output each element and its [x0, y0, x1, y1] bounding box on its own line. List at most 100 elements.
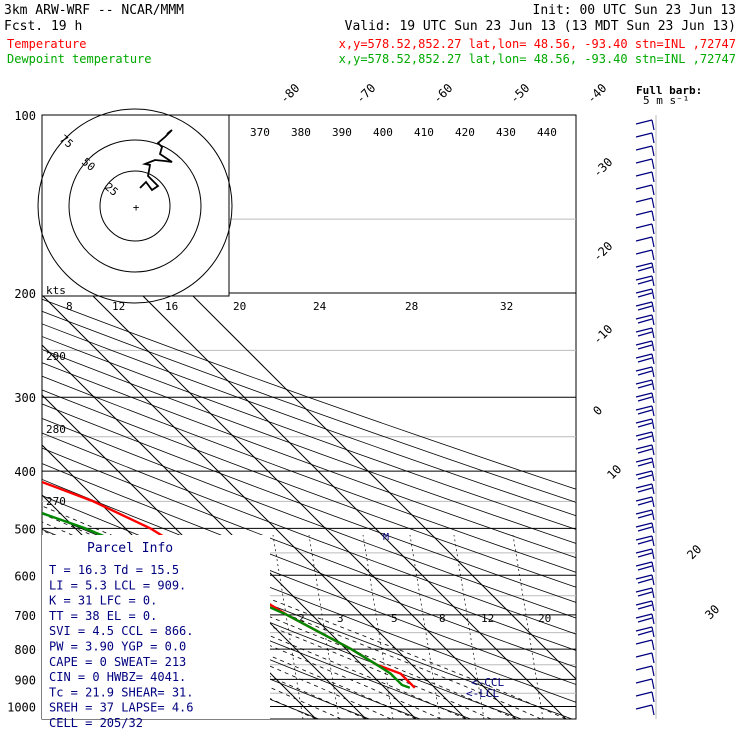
wind-barb — [635, 379, 655, 391]
mixing-ratio-top-label: 28 — [405, 300, 418, 313]
mixing-ratio-line — [409, 534, 441, 719]
wind-barb — [635, 535, 655, 547]
wind-barb-staff — [651, 366, 655, 378]
isotherm-right-label: 30 — [702, 602, 722, 622]
dry-adiabat — [42, 349, 576, 544]
wind-barb — [635, 171, 655, 183]
pressure-tick-label: 200 — [14, 287, 36, 301]
wind-barb-staff — [651, 431, 655, 443]
dry-adiabat — [42, 298, 576, 490]
wind-barb-staff — [651, 665, 655, 677]
wind-barb-flag — [637, 331, 653, 337]
mixing-ratio-top-label: 12 — [112, 300, 125, 313]
wind-barb-flag — [635, 405, 653, 411]
wind-barb-flag — [635, 496, 653, 502]
dry-adiabat — [42, 375, 576, 573]
wind-barb-flag — [637, 487, 653, 493]
isotherm-line — [42, 344, 417, 719]
wind-barb — [635, 366, 655, 378]
pressure-tick-label: 300 — [14, 391, 36, 405]
wind-barb — [635, 691, 655, 703]
parcel-info-row: LI = 5.3 LCL = 909. — [49, 578, 186, 592]
lcl-marker: <-LCL — [466, 687, 499, 700]
wind-barb-flag — [637, 513, 653, 519]
isotherm-right-label: 20 — [684, 542, 704, 562]
isotherm-top-label: -40 — [584, 81, 609, 106]
isotherm-top-label: -50 — [507, 81, 532, 106]
wind-barb — [635, 678, 655, 690]
parcel-info-row: T = 16.3 Td = 15.5 — [49, 563, 179, 577]
wind-barb-flag — [637, 500, 653, 506]
pressure-tick-label: 900 — [14, 673, 36, 687]
wind-barb-flag — [635, 353, 653, 359]
wind-barb-flag — [637, 591, 653, 597]
wind-barb-flag — [637, 305, 653, 311]
theta-left-label: 290 — [46, 350, 66, 363]
wind-barb — [635, 548, 655, 560]
wind-barb-flag — [635, 340, 653, 346]
wind-barb-flag — [635, 262, 653, 268]
wind-barb-staff — [651, 171, 655, 183]
theta-top-label: 390 — [332, 126, 352, 139]
temperature-legend-label: Temperature — [7, 37, 86, 51]
parcel-info-box: Parcel Info T = 16.3 Td = 15.5LI = 5.3 L… — [42, 535, 270, 730]
wind-barb — [635, 145, 655, 157]
dry-adiabat — [42, 432, 576, 635]
wind-barb-flag — [635, 652, 653, 658]
wind-barb-flag — [637, 578, 653, 584]
wind-barb-flag — [635, 392, 653, 398]
wind-barb-flag — [637, 279, 653, 285]
wind-barb-flag — [635, 535, 653, 541]
wind-barb-flag — [635, 210, 653, 216]
wind-barb-staff — [651, 314, 655, 326]
wind-barb-flag — [635, 249, 653, 255]
wind-barb-staff — [651, 639, 655, 651]
isotherm-top-label: -60 — [430, 81, 455, 106]
wind-barb-flag — [637, 383, 653, 389]
wind-barb — [635, 288, 655, 300]
wind-barb — [635, 470, 655, 482]
wind-barb-flag — [635, 561, 653, 567]
theta-top-label: 400 — [373, 126, 393, 139]
parcel-info-row: SVI = 4.5 CCL = 866. — [49, 624, 194, 638]
mixing-ratio-bottom-label: 8 — [439, 612, 446, 625]
pressure-tick-label: 700 — [14, 609, 36, 623]
wind-barb-staff — [651, 652, 655, 664]
wind-barb — [635, 652, 655, 664]
wind-barb — [635, 561, 655, 573]
pressure-tick-label: 100 — [14, 109, 36, 123]
theta-left-label: 270 — [46, 495, 66, 508]
wind-barb-staff — [651, 613, 655, 625]
mixing-ratio-bottom-label: 3 — [337, 612, 344, 625]
wind-barb — [635, 522, 655, 534]
wind-barb — [635, 249, 655, 261]
theta-top-label: 420 — [455, 126, 475, 139]
wind-barb-flag — [635, 574, 653, 580]
wind-barb-staff — [651, 444, 655, 456]
mixing-ratio-bottom-label: 2 — [298, 612, 305, 625]
pressure-tick-label: 800 — [14, 643, 36, 657]
wind-barb-flag — [635, 678, 653, 684]
wind-barb-staff — [651, 470, 655, 482]
wind-barb-flag — [637, 526, 653, 532]
wind-barb-staff — [651, 301, 655, 313]
wind-barb-staff — [651, 418, 655, 430]
wind-barb-flag — [637, 604, 653, 610]
wind-barb-flag — [635, 236, 653, 242]
wind-barb — [635, 158, 655, 170]
pressure-tick-label: 400 — [14, 465, 36, 479]
wind-barb-flag — [635, 431, 653, 437]
parcel-info-row: SREH = 37 LAPSE= 4.6 — [49, 701, 194, 715]
wind-barb — [635, 275, 655, 287]
dry-adiabat — [42, 564, 421, 719]
theta-top-label: 440 — [537, 126, 557, 139]
wind-barb-staff — [651, 457, 655, 469]
isotherm-line — [42, 244, 517, 719]
mixing-ratio-line — [512, 534, 544, 719]
wind-barb-flag — [635, 145, 653, 151]
wind-barb-flag — [635, 600, 653, 606]
wind-barb-staff — [651, 522, 655, 534]
wind-barb-flag — [637, 370, 653, 376]
wind-barb — [635, 483, 655, 495]
hodograph: + 25 50 75 kts — [37, 108, 233, 304]
